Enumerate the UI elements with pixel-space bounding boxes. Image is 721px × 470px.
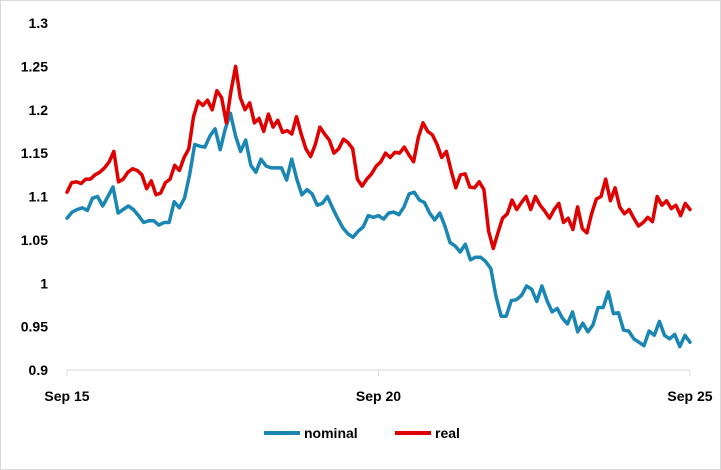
y-tick-label: 0.95 [21,319,48,335]
series-lines [65,64,692,349]
legend-label-real: real [435,425,460,441]
axes [66,369,691,376]
y-tick-label: 1.1 [29,189,49,205]
x-axis-tick-labels: Sep 15 Sep 20 Sep 25 [44,388,712,404]
x-tick-label: Sep 20 [356,388,401,404]
y-tick-label: 1.3 [29,15,49,31]
x-tick-label: Sep 15 [44,388,89,404]
y-tick-label: 1.2 [29,102,49,118]
series-line-real [65,64,692,251]
series-line-nominal [65,111,692,349]
y-tick-label: 1 [40,275,48,291]
y-tick-label: 0.9 [29,362,49,378]
y-tick-label: 1.15 [21,145,48,161]
legend-label-nominal: nominal [304,425,358,441]
y-tick-label: 1.25 [21,58,48,74]
x-tick-label: Sep 25 [667,388,712,404]
y-tick-label: 1.05 [21,232,48,248]
y-axis-tick-labels: 0.9 0.95 1 1.05 1.1 1.15 1.2 1.25 1.3 [21,15,48,378]
legend: nominal real [264,425,460,441]
